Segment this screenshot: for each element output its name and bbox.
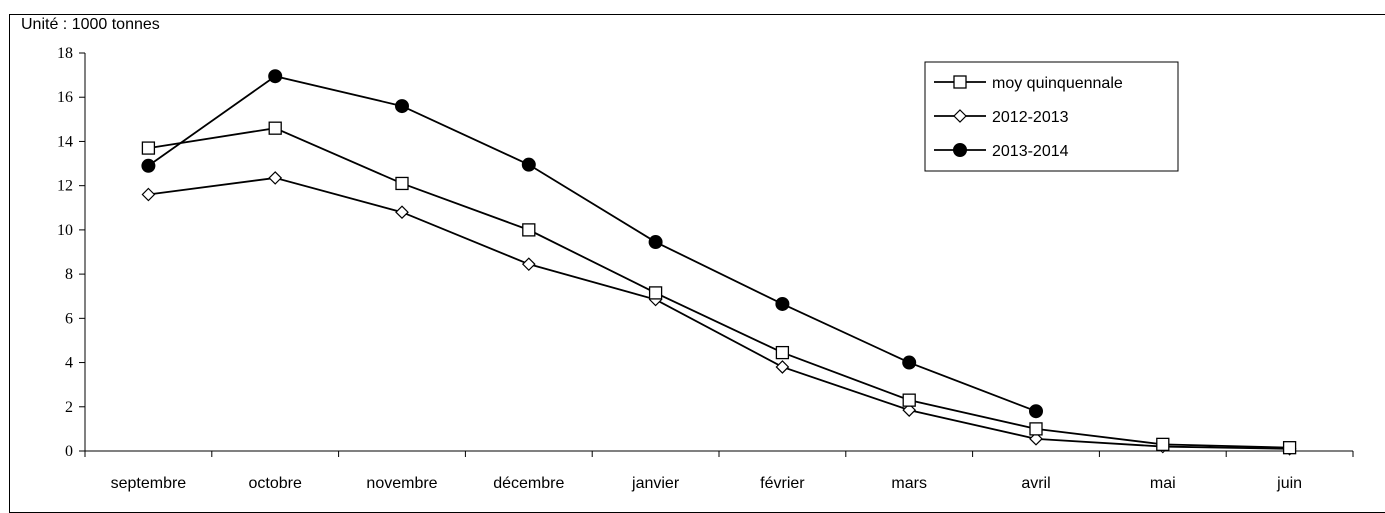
- x-tick-label: juin: [1276, 475, 1302, 492]
- legend-entry-label: 2012-2013: [992, 109, 1069, 126]
- x-tick-label: mars: [891, 475, 927, 492]
- data-point: [648, 235, 663, 250]
- series-layer: [141, 69, 1297, 456]
- data-point: [775, 360, 790, 374]
- data-point: [522, 223, 536, 237]
- series-line: [147, 75, 1037, 413]
- data-point: [521, 157, 536, 172]
- x-tick-label: décembre: [493, 475, 564, 492]
- data-point: [395, 176, 409, 191]
- data-point: [775, 296, 790, 311]
- unit-label: Unité : 1000 tonnes: [21, 16, 160, 33]
- legend-marker: [953, 109, 967, 123]
- data-point: [1029, 404, 1043, 419]
- y-tick-label: 2: [65, 399, 73, 416]
- data-point: [1029, 431, 1043, 446]
- data-point: [395, 205, 409, 220]
- data-point: [1282, 441, 1297, 455]
- data-point: [902, 355, 917, 370]
- data-point: [268, 69, 283, 84]
- series-line: [148, 177, 1290, 450]
- data-point: [268, 121, 282, 135]
- y-tick-label: 16: [57, 89, 73, 106]
- series-line: [148, 127, 1290, 449]
- x-tick-label: avril: [1021, 475, 1050, 492]
- data-point: [775, 345, 790, 360]
- data-point: [268, 171, 283, 185]
- y-tick-label: 4: [65, 355, 73, 372]
- data-point: [521, 257, 536, 272]
- series-2012-2013: [141, 171, 1297, 456]
- y-tick-label: 8: [65, 266, 73, 283]
- y-tick-labels: 0 2 4 6 8 10 12 14 16 18: [57, 45, 73, 460]
- x-tick-label: janvier: [631, 475, 680, 492]
- legend-marker: [953, 143, 967, 157]
- y-tick-label: 6: [65, 310, 73, 327]
- data-point: [141, 141, 156, 155]
- x-tick-label: mai: [1150, 475, 1176, 492]
- data-point: [141, 158, 156, 173]
- y-tick-label: 14: [57, 133, 73, 150]
- series-moy-quinquennale: [141, 121, 1297, 455]
- x-tick-label: février: [760, 475, 805, 492]
- data-point: [395, 99, 409, 114]
- y-tick-label: 12: [57, 178, 73, 195]
- y-tick-label: 0: [65, 443, 73, 460]
- series-2013-2014: [141, 69, 1043, 419]
- x-tick-label: octobre: [249, 475, 302, 492]
- x-tick-labels: septembre octobre novembre décembre janvier f…: [111, 475, 1302, 492]
- data-point: [1029, 422, 1043, 436]
- legend: moy quinquennale 2012-2013 2013-2014: [924, 61, 1179, 172]
- data-point: [1156, 437, 1170, 452]
- y-tick-label: 18: [57, 45, 73, 62]
- data-point: [141, 187, 156, 202]
- axes: [79, 52, 1354, 457]
- data-point: [902, 403, 917, 417]
- data-point: [648, 286, 663, 300]
- legend-entry-label: moy quinquennale: [992, 75, 1123, 92]
- legend-entry-label: 2013-2014: [992, 143, 1069, 160]
- legend-marker: [953, 75, 967, 89]
- x-tick-label: septembre: [111, 475, 187, 492]
- data-point: [902, 393, 916, 407]
- x-tick-label: novembre: [366, 475, 437, 492]
- y-tick-label: 10: [57, 222, 73, 239]
